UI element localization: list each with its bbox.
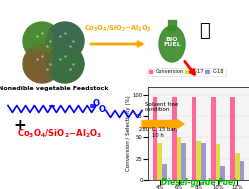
Circle shape [46,45,84,83]
Y-axis label: Conversion / Selectivity (%): Conversion / Selectivity (%) [126,95,131,171]
Text: O: O [99,105,106,114]
Bar [182,143,186,180]
Legend: Conversion, C-17, C-18: Conversion, C-17, C-18 [147,67,226,76]
Ellipse shape [159,26,185,62]
Bar [201,143,206,180]
Bar [191,97,196,180]
Text: Nonedible vegetable Feedstock: Nonedible vegetable Feedstock [0,86,108,91]
FancyArrow shape [142,119,184,129]
Bar [216,144,220,180]
Circle shape [23,45,61,83]
Circle shape [29,28,55,54]
Text: 280°C, 15 bar,
10 h: 280°C, 15 bar, 10 h [139,127,177,138]
Bar [235,153,240,180]
Bar [240,161,245,180]
Text: ⛽: ⛽ [200,22,210,40]
Circle shape [23,22,61,60]
Bar [172,97,177,180]
Bar [177,137,182,180]
Text: +: + [14,119,26,133]
Bar [211,97,216,180]
Bar [168,20,176,30]
Text: Diesel-grade Fuel: Diesel-grade Fuel [161,178,236,187]
Bar [153,97,157,180]
Bar [220,166,225,180]
Bar [230,97,235,180]
Text: $\mathbf{Co_3O_4/SiO_2}$$\mathbf{-Al_2O_3}$: $\mathbf{Co_3O_4/SiO_2}$$\mathbf{-Al_2O_… [84,24,152,34]
Text: $\mathbf{Co_3O_4/SiO_2\!-\!Al_2O_3}$: $\mathbf{Co_3O_4/SiO_2\!-\!Al_2O_3}$ [17,128,103,140]
Text: Solvent free
condition: Solvent free condition [145,102,178,112]
Text: BIO
FUEL: BIO FUEL [163,37,181,47]
Bar [157,143,162,180]
Bar [162,164,167,180]
Circle shape [52,51,78,77]
Circle shape [29,51,55,77]
Bar [196,141,201,180]
Text: O: O [92,98,100,108]
Circle shape [46,22,84,60]
Circle shape [52,28,78,54]
